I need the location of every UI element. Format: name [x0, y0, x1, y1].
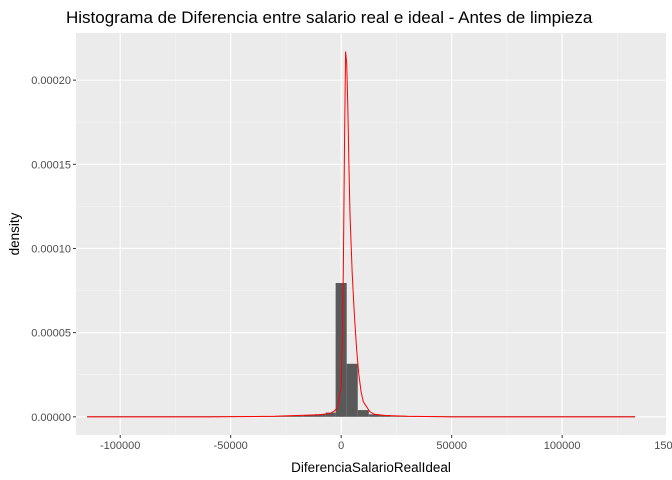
x-tick-label: 0: [338, 440, 344, 452]
minor-gridlines: [76, 33, 666, 435]
y-axis: 0.00000 0.00005 0.00010 0.00015 0.00020: [31, 75, 76, 424]
histogram-bar: [335, 282, 347, 417]
histogram-bar: [357, 410, 369, 417]
plot-panel: [76, 33, 666, 435]
y-tick-label: 0.00020: [31, 75, 71, 87]
histogram-bar: [292, 415, 304, 417]
x-tick-label: 100000: [544, 440, 581, 452]
y-tick-label: 0.00010: [31, 243, 71, 255]
x-tick-label: -100000: [100, 440, 140, 452]
histogram-bar: [303, 415, 315, 417]
x-axis-title: DiferenciaSalarioRealIdeal: [291, 460, 451, 475]
histogram-bar: [281, 415, 293, 417]
histogram-bar: [390, 416, 402, 417]
density-curve-layer: [87, 51, 636, 418]
x-tick-label: 50000: [436, 440, 467, 452]
x-tick-label: 150000: [654, 440, 672, 452]
histogram-bar: [314, 414, 326, 417]
histogram-bar: [368, 414, 380, 417]
histogram-bar: [325, 412, 336, 417]
histogram-bar: [379, 415, 391, 417]
chart-title: Histograma de Diferencia entre salario r…: [66, 8, 593, 27]
histogram-bar: [346, 363, 358, 417]
x-axis: -100000 -50000 0 50000 100000 150000: [100, 435, 672, 452]
y-tick-label: 0.00005: [31, 328, 71, 340]
x-tick-label: -50000: [214, 440, 248, 452]
y-axis-title: density: [7, 212, 22, 255]
y-tick-label: 0.00000: [31, 412, 71, 424]
y-tick-label: 0.00015: [31, 159, 71, 171]
density-curve: [87, 51, 636, 418]
